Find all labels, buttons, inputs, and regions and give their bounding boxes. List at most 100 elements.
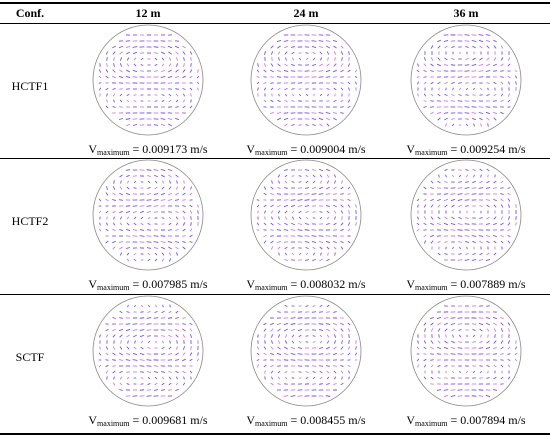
velocity-vector xyxy=(263,186,267,190)
velocity-vector xyxy=(332,229,338,231)
velocity-vector xyxy=(146,395,152,397)
velocity-vector xyxy=(465,169,469,171)
velocity-vector xyxy=(168,93,172,97)
velocity-vector xyxy=(340,51,344,55)
velocity-vector xyxy=(160,69,166,73)
velocity-vector xyxy=(478,70,484,72)
velocity-vector xyxy=(160,123,166,127)
velocity-vector xyxy=(333,240,337,244)
symbol: V xyxy=(246,142,256,156)
velocity-vector xyxy=(443,353,449,355)
velocity-vector xyxy=(284,371,288,373)
velocity-vector xyxy=(174,199,180,201)
velocity-vector xyxy=(161,100,165,102)
velocity-vector xyxy=(298,181,302,183)
velocity-vector xyxy=(471,112,477,114)
velocity-vector xyxy=(458,82,462,84)
velocity-vector xyxy=(437,180,441,184)
velocity-vector xyxy=(168,246,172,250)
velocity-vector xyxy=(347,322,351,326)
velocity-vector xyxy=(347,222,351,226)
velocity-vector xyxy=(197,69,199,73)
velocity-vector xyxy=(347,186,351,190)
velocity-vector xyxy=(465,371,469,373)
velocity-vector xyxy=(153,199,159,201)
velocity-vector xyxy=(443,229,449,231)
velocity-vector xyxy=(416,222,420,226)
velocity-vector xyxy=(153,371,159,373)
velocity-vector xyxy=(263,204,267,208)
velocity-vector xyxy=(112,186,116,190)
velocity-vector xyxy=(340,106,344,108)
velocity-vector xyxy=(451,246,455,250)
velocity-vector xyxy=(276,69,282,73)
velocity-vector xyxy=(284,174,288,178)
velocity-vector xyxy=(263,328,267,332)
velocity-vector xyxy=(98,198,102,202)
velocity-vector xyxy=(486,252,490,256)
velocity-vector xyxy=(139,205,145,207)
velocity-vector xyxy=(325,45,331,49)
velocity-vector xyxy=(139,211,145,213)
subscript: maximum xyxy=(255,419,288,428)
velocity-vector xyxy=(196,204,200,208)
velocity-vector xyxy=(297,323,303,325)
velocity-vector xyxy=(465,118,469,120)
velocity-vector xyxy=(443,64,449,66)
velocity-vector xyxy=(297,229,303,231)
velocity-vector xyxy=(126,210,130,214)
velocity-vector xyxy=(176,57,178,61)
velocity-vector xyxy=(485,322,491,326)
velocity-vector xyxy=(160,192,166,196)
velocity-vector xyxy=(277,87,281,91)
velocity-vector xyxy=(500,340,504,344)
velocity-vector xyxy=(417,340,419,344)
velocity-vector xyxy=(348,334,350,338)
velocity-vector xyxy=(333,117,337,121)
velocity-vector xyxy=(416,346,420,350)
velocity-vector xyxy=(326,246,330,250)
velocity-vector xyxy=(283,322,289,326)
velocity-vector xyxy=(112,334,116,338)
velocity-vector xyxy=(333,246,337,250)
velocity-vector xyxy=(190,93,192,97)
velocity-vector xyxy=(444,241,448,243)
velocity-vector xyxy=(175,370,179,374)
velocity-vector xyxy=(326,100,330,102)
velocity-vector xyxy=(347,81,351,85)
velocity-vector xyxy=(161,382,165,386)
velocity-vector xyxy=(443,193,449,195)
velocity-vector xyxy=(119,99,123,103)
velocity-vector xyxy=(500,193,504,195)
velocity-vector xyxy=(479,217,483,219)
velocity-vector xyxy=(183,57,185,61)
velocity-vector xyxy=(290,70,296,72)
velocity-vector xyxy=(140,216,144,220)
velocity-vector xyxy=(444,204,448,208)
velocity-vector xyxy=(319,340,323,344)
velocity-vector xyxy=(466,174,468,178)
velocity-vector xyxy=(290,199,296,201)
velocity-vector xyxy=(479,168,483,172)
velocity-vector xyxy=(256,222,260,226)
velocity-vector xyxy=(472,180,476,184)
bottom-rule xyxy=(0,433,550,435)
velocity-vector xyxy=(284,246,288,250)
velocity-vector xyxy=(175,252,179,256)
velocity-vector xyxy=(305,52,309,54)
velocity-vector xyxy=(478,259,484,261)
velocity-vector xyxy=(493,187,497,189)
velocity-vector xyxy=(263,364,267,368)
velocity-vector xyxy=(486,305,490,307)
velocity-vector xyxy=(161,217,165,219)
velocity-vector xyxy=(98,75,102,79)
velocity-vector xyxy=(277,99,281,103)
velocity-vector xyxy=(458,334,462,338)
velocity-vector xyxy=(465,94,469,96)
velocity-vector xyxy=(436,63,442,67)
velocity-vector xyxy=(493,39,497,43)
velocity-vector xyxy=(257,346,259,350)
velocity-vector xyxy=(480,334,482,338)
velocity-vector xyxy=(305,58,309,60)
velocity-vector xyxy=(417,364,419,368)
